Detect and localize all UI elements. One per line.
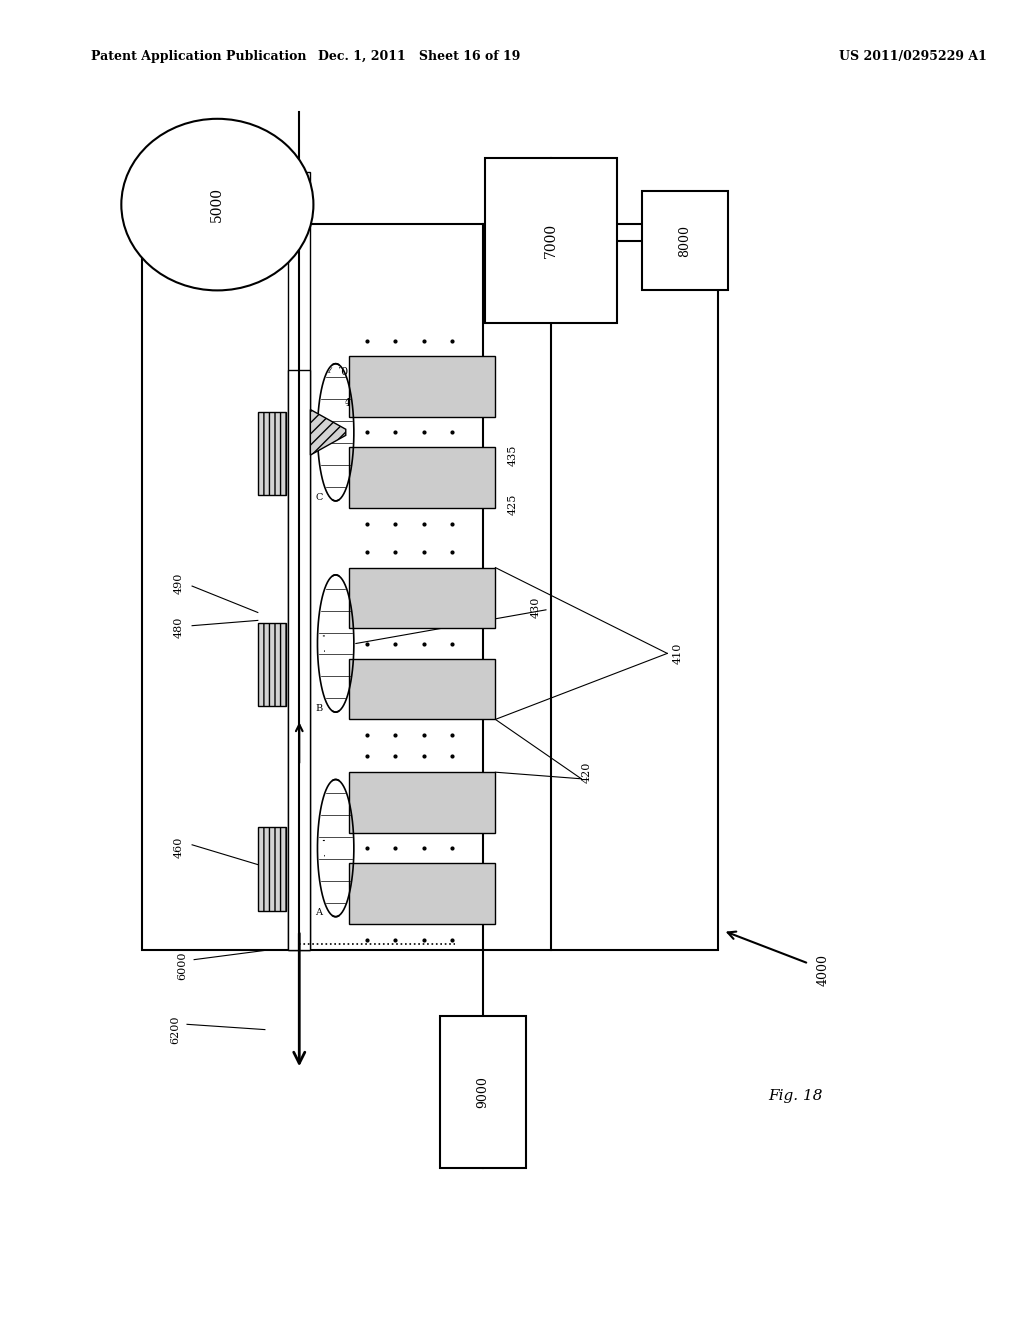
Text: Dec. 1, 2011   Sheet 16 of 19: Dec. 1, 2011 Sheet 16 of 19 [318, 50, 521, 63]
Text: B: B [315, 704, 323, 713]
Bar [288, 224, 310, 950]
Bar [349, 863, 496, 924]
Bar [349, 659, 496, 719]
Text: 470: 470 [328, 367, 349, 378]
Bar [258, 623, 286, 706]
Text: 410: 410 [673, 643, 682, 664]
Bar [288, 370, 310, 950]
Bar [258, 412, 286, 495]
Ellipse shape [325, 364, 346, 502]
Ellipse shape [121, 119, 313, 290]
Bar [349, 568, 496, 628]
Text: 480: 480 [174, 616, 184, 638]
Text: C: C [315, 492, 323, 502]
Text: 490: 490 [174, 573, 184, 594]
Ellipse shape [325, 574, 346, 711]
Text: 440: 440 [344, 397, 366, 408]
Bar [642, 191, 728, 290]
Text: 4000: 4000 [817, 954, 829, 986]
Text: A: A [315, 908, 323, 917]
Bar [141, 224, 718, 950]
Bar [439, 1016, 525, 1168]
Text: 7000: 7000 [544, 223, 558, 259]
Bar [485, 158, 616, 323]
Polygon shape [310, 409, 346, 455]
Text: Fig. 18: Fig. 18 [768, 1089, 823, 1104]
Bar [349, 772, 496, 833]
Bar [349, 356, 496, 417]
Text: 9000: 9000 [476, 1076, 489, 1109]
Text: 435: 435 [508, 445, 517, 466]
Ellipse shape [325, 779, 346, 916]
Text: 6000: 6000 [177, 952, 187, 981]
Text: 5000: 5000 [210, 187, 224, 222]
Bar [258, 828, 286, 911]
Bar [349, 447, 496, 508]
Text: 8000: 8000 [679, 224, 691, 257]
Text: 6200: 6200 [170, 1015, 180, 1044]
Text: 425: 425 [508, 494, 517, 515]
Text: US 2011/0295229 A1: US 2011/0295229 A1 [839, 50, 987, 63]
Text: Patent Application Publication: Patent Application Publication [91, 50, 306, 63]
Bar [288, 172, 310, 224]
Text: 420: 420 [582, 762, 591, 783]
Text: 460: 460 [174, 837, 184, 858]
Text: 430: 430 [530, 597, 541, 618]
